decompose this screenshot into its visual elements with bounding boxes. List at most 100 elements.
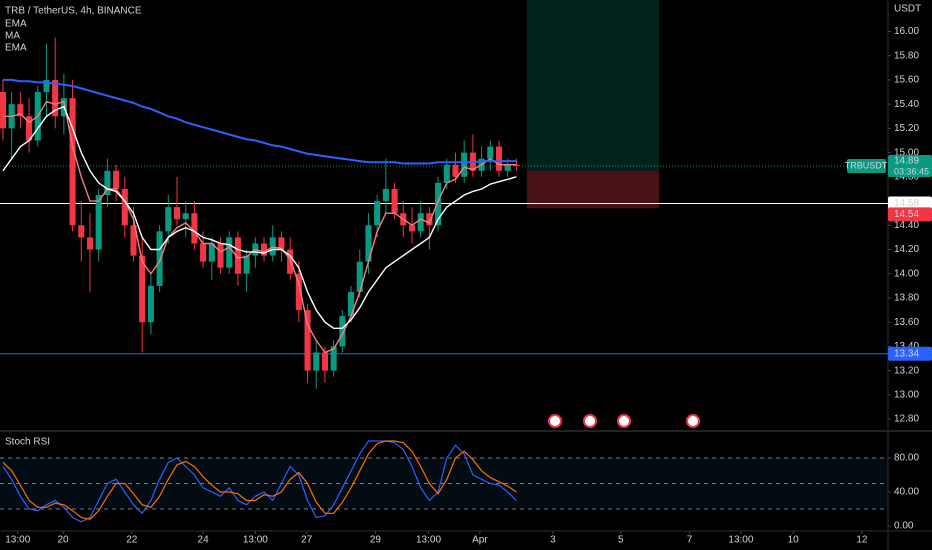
candle-body [182, 213, 189, 220]
candle-body [104, 170, 111, 196]
x-tick-label: 7 [687, 535, 693, 546]
hline-tag-bg [888, 346, 932, 361]
y-tick-label: 14.20 [894, 244, 919, 255]
candle-body [139, 255, 146, 323]
candle-body [234, 237, 241, 274]
y-tick-label: 15.80 [894, 50, 919, 61]
candle-body [86, 237, 94, 250]
candle-body [313, 352, 320, 371]
legend-entry: EMA [5, 43, 27, 54]
candle-body [0, 92, 7, 129]
x-tick-label: 13:00 [728, 535, 753, 546]
candle-body [278, 237, 285, 250]
y-tick-label: 13.40 [894, 341, 919, 352]
main-pane [0, 0, 888, 389]
candle-body [382, 188, 389, 202]
y-tick-label: 13.00 [894, 390, 919, 401]
candle-body [321, 352, 328, 371]
event-icons[interactable] [548, 414, 700, 428]
candle-body [435, 182, 442, 226]
indicator-line [3, 100, 517, 354]
stop-tag-bg [888, 207, 932, 222]
event-icon[interactable] [548, 414, 562, 428]
symbol-tag: TRBUSDT [845, 160, 888, 170]
candle-body [295, 273, 302, 311]
y-tick-label: 12.80 [894, 414, 919, 425]
candle-body [173, 207, 181, 220]
candle-body [365, 225, 372, 262]
legend-entry: EMA [5, 19, 27, 30]
y-tick-label: 15.60 [894, 75, 919, 86]
candle-body [147, 285, 154, 323]
candle-body [443, 164, 450, 183]
candle-body [374, 201, 381, 226]
candle-body [417, 213, 424, 232]
y-tick-label: 13.80 [894, 293, 919, 304]
candle-body [217, 243, 224, 268]
event-icon[interactable] [583, 414, 597, 428]
candle-body [461, 152, 468, 177]
candle-body [391, 188, 398, 214]
chart-title: TRB / TetherUS, 4h, BINANCE [5, 6, 142, 17]
candle-body [26, 116, 33, 141]
stoch-line [2, 440, 517, 520]
y-tick-label: 14.00 [894, 268, 919, 279]
x-tick-label: 29 [370, 535, 382, 546]
y-tick-label: 13.20 [894, 365, 919, 376]
y-tick-label: 15.00 [894, 147, 919, 158]
candle-body [78, 225, 85, 238]
stoch-y-tick-label: 40.00 [894, 487, 919, 498]
event-icon[interactable] [686, 414, 700, 428]
hline-tag: 14.58 [894, 198, 919, 209]
stoch-y-tick-label: 0.00 [894, 521, 914, 532]
candle-body [348, 291, 355, 317]
x-tick-label: 27 [301, 535, 313, 546]
candle-body [487, 146, 494, 159]
candle-body [121, 188, 128, 226]
stoch-line [2, 440, 517, 523]
candle-body [17, 104, 24, 117]
candle-body [165, 207, 172, 232]
candle-body [226, 237, 233, 268]
candle-body [243, 255, 250, 274]
x-tick-label: 12 [856, 535, 868, 546]
stop-zone [526, 170, 660, 209]
candle-body [287, 249, 294, 274]
indicator-line [2, 105, 517, 329]
candle-body [426, 213, 433, 226]
x-tick-label: 24 [198, 535, 210, 546]
hline-tag-bg [888, 196, 932, 211]
y-tick-label: 15.20 [894, 123, 919, 134]
x-tick-label: 22 [126, 535, 138, 546]
candle-body [208, 243, 215, 262]
stoch-y-tick-label: 80.00 [894, 453, 919, 464]
target-zone [526, 0, 660, 171]
last-price-label: 14.89 [894, 156, 919, 167]
y-tick-label: 13.60 [894, 317, 919, 328]
candle-body [452, 164, 459, 177]
stoch-title: Stoch RSI [5, 437, 50, 448]
symbol-tag-bg [847, 158, 886, 173]
x-tick-label: 20 [57, 535, 69, 546]
x-tick-label: 13:00 [416, 535, 441, 546]
candle-body [191, 213, 198, 244]
candle-body [339, 316, 346, 347]
y-tick-label: 14.40 [894, 220, 919, 231]
x-tick-label: 13:00 [243, 535, 268, 546]
candle-body [260, 243, 268, 256]
candle-body [200, 243, 207, 262]
candle-body [43, 79, 50, 93]
last-price-bg [888, 154, 932, 177]
candle-body [356, 261, 363, 292]
event-icon[interactable] [617, 414, 631, 428]
candle-body [52, 79, 59, 117]
stop-tag: 14.54 [894, 209, 919, 220]
countdown-label: 03:36:45 [894, 166, 929, 176]
x-tick-label: 3 [550, 535, 556, 546]
candle-body [69, 98, 76, 226]
candle-body [513, 164, 520, 166]
candle-body [408, 225, 416, 232]
candle-body [495, 146, 503, 171]
candle-body [95, 195, 102, 250]
